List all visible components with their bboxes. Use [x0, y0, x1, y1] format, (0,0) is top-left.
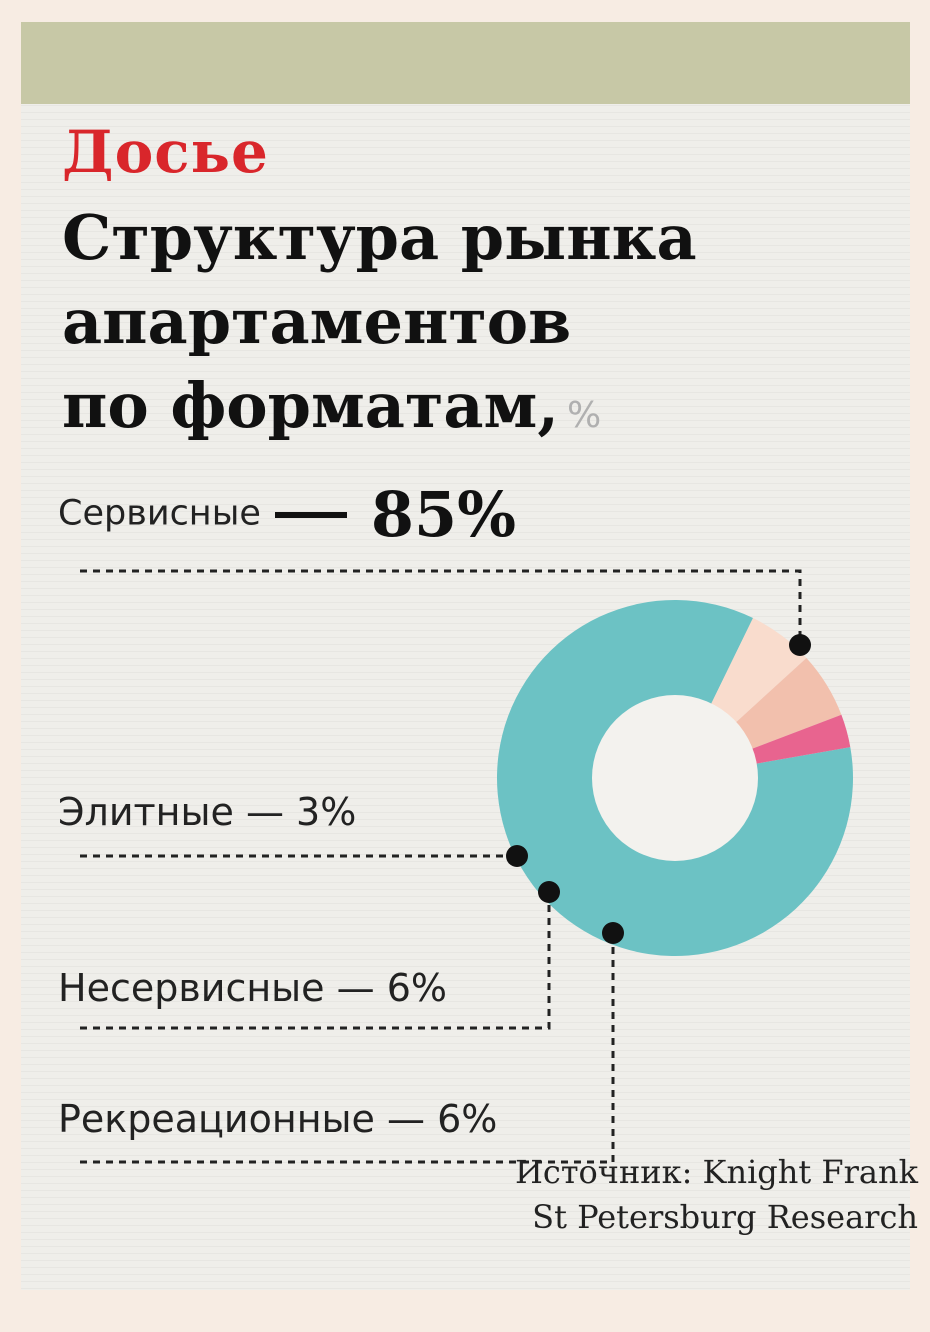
kicker: Досье: [62, 118, 269, 186]
label-service-name: Сервисные: [58, 493, 261, 534]
label-elite: Элитные — 3%: [58, 790, 357, 834]
title-line-3: по форматам,%: [62, 364, 862, 458]
source-note: Источник: Knight Frank St Petersburg Res…: [515, 1150, 918, 1240]
leader-lines: [80, 569, 802, 1164]
donut-hole: [592, 695, 758, 861]
chart-title: Структура рынка апартаментов по форматам…: [62, 196, 862, 458]
title-line-1: Структура рынка: [62, 201, 697, 274]
title-line-3-text: по форматам,: [62, 369, 559, 442]
source-line-1: Источник: Knight Frank: [514, 1153, 918, 1191]
leader-nonservice: [80, 892, 551, 1030]
label-service-value: 85%: [370, 478, 517, 551]
leader-recreation: [80, 933, 615, 1164]
header-band: [21, 22, 910, 104]
marker-service: [789, 634, 811, 656]
label-service: Сервисные 85%: [58, 478, 516, 551]
marker-elite: [506, 845, 528, 867]
label-dash: [274, 511, 347, 518]
marker-recreation: [602, 922, 624, 944]
unit-label: %: [567, 395, 602, 436]
label-recreation: Рекреационные — 6%: [58, 1097, 498, 1141]
marker-dots: [506, 634, 811, 944]
label-nonservice: Несервисные — 6%: [58, 966, 447, 1010]
leader-service: [80, 569, 802, 645]
source-line-2: St Petersburg Research: [532, 1198, 918, 1236]
marker-nonservice: [538, 881, 560, 903]
title-line-2: апартаментов: [62, 285, 572, 358]
